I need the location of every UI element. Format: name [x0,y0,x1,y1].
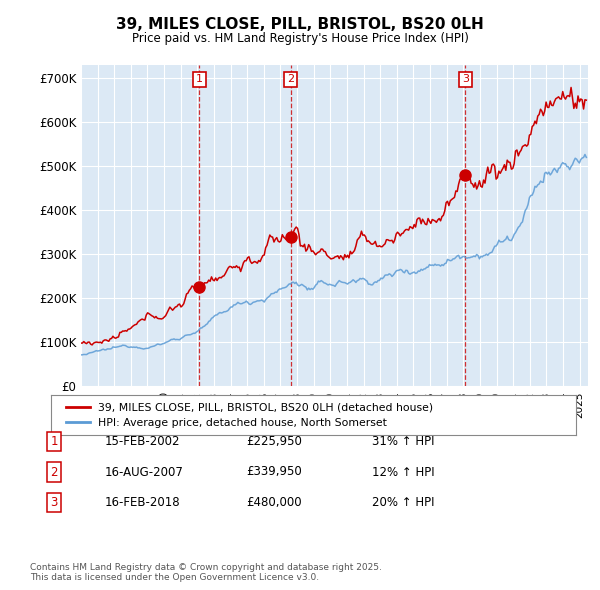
Text: This data is licensed under the Open Government Licence v3.0.: This data is licensed under the Open Gov… [30,573,319,582]
Text: £480,000: £480,000 [246,496,302,509]
Text: 3: 3 [462,74,469,84]
Text: 3: 3 [50,496,58,509]
Text: 39, MILES CLOSE, PILL, BRISTOL, BS20 0LH: 39, MILES CLOSE, PILL, BRISTOL, BS20 0LH [116,17,484,32]
Text: 16-AUG-2007: 16-AUG-2007 [105,466,184,478]
Text: Contains HM Land Registry data © Crown copyright and database right 2025.: Contains HM Land Registry data © Crown c… [30,563,382,572]
Text: Price paid vs. HM Land Registry's House Price Index (HPI): Price paid vs. HM Land Registry's House … [131,32,469,45]
Text: 12% ↑ HPI: 12% ↑ HPI [372,466,434,478]
Text: 1: 1 [50,435,58,448]
Text: 31% ↑ HPI: 31% ↑ HPI [372,435,434,448]
Text: £339,950: £339,950 [246,466,302,478]
Text: 15-FEB-2002: 15-FEB-2002 [105,435,181,448]
Text: 1: 1 [196,74,203,84]
Text: 16-FEB-2018: 16-FEB-2018 [105,496,181,509]
Text: 20% ↑ HPI: 20% ↑ HPI [372,496,434,509]
Text: £225,950: £225,950 [246,435,302,448]
Text: 2: 2 [50,466,58,478]
Legend: 39, MILES CLOSE, PILL, BRISTOL, BS20 0LH (detached house), HPI: Average price, d: 39, MILES CLOSE, PILL, BRISTOL, BS20 0LH… [62,398,438,432]
Text: 2: 2 [287,74,295,84]
